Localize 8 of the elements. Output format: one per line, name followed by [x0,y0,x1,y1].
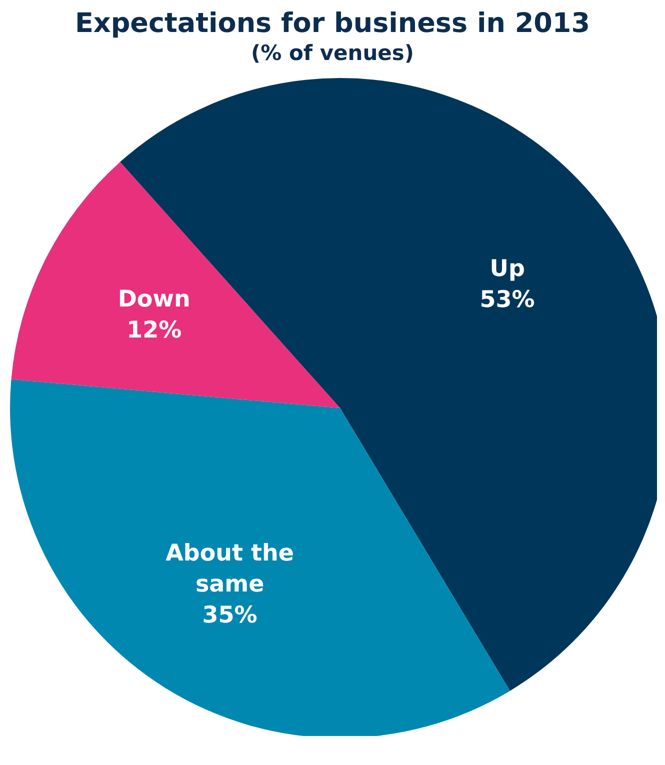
data-label: 53% [480,287,535,314]
data-label: 12% [126,317,182,344]
slice-label: Up [490,256,525,282]
slice-label: Down [118,286,190,312]
chart-subtitle: (% of venues) [250,40,415,66]
data-label: 35% [202,602,258,628]
chart-title: Expectations for business in 2013 [74,8,592,40]
slice-label: About the same [166,540,294,598]
